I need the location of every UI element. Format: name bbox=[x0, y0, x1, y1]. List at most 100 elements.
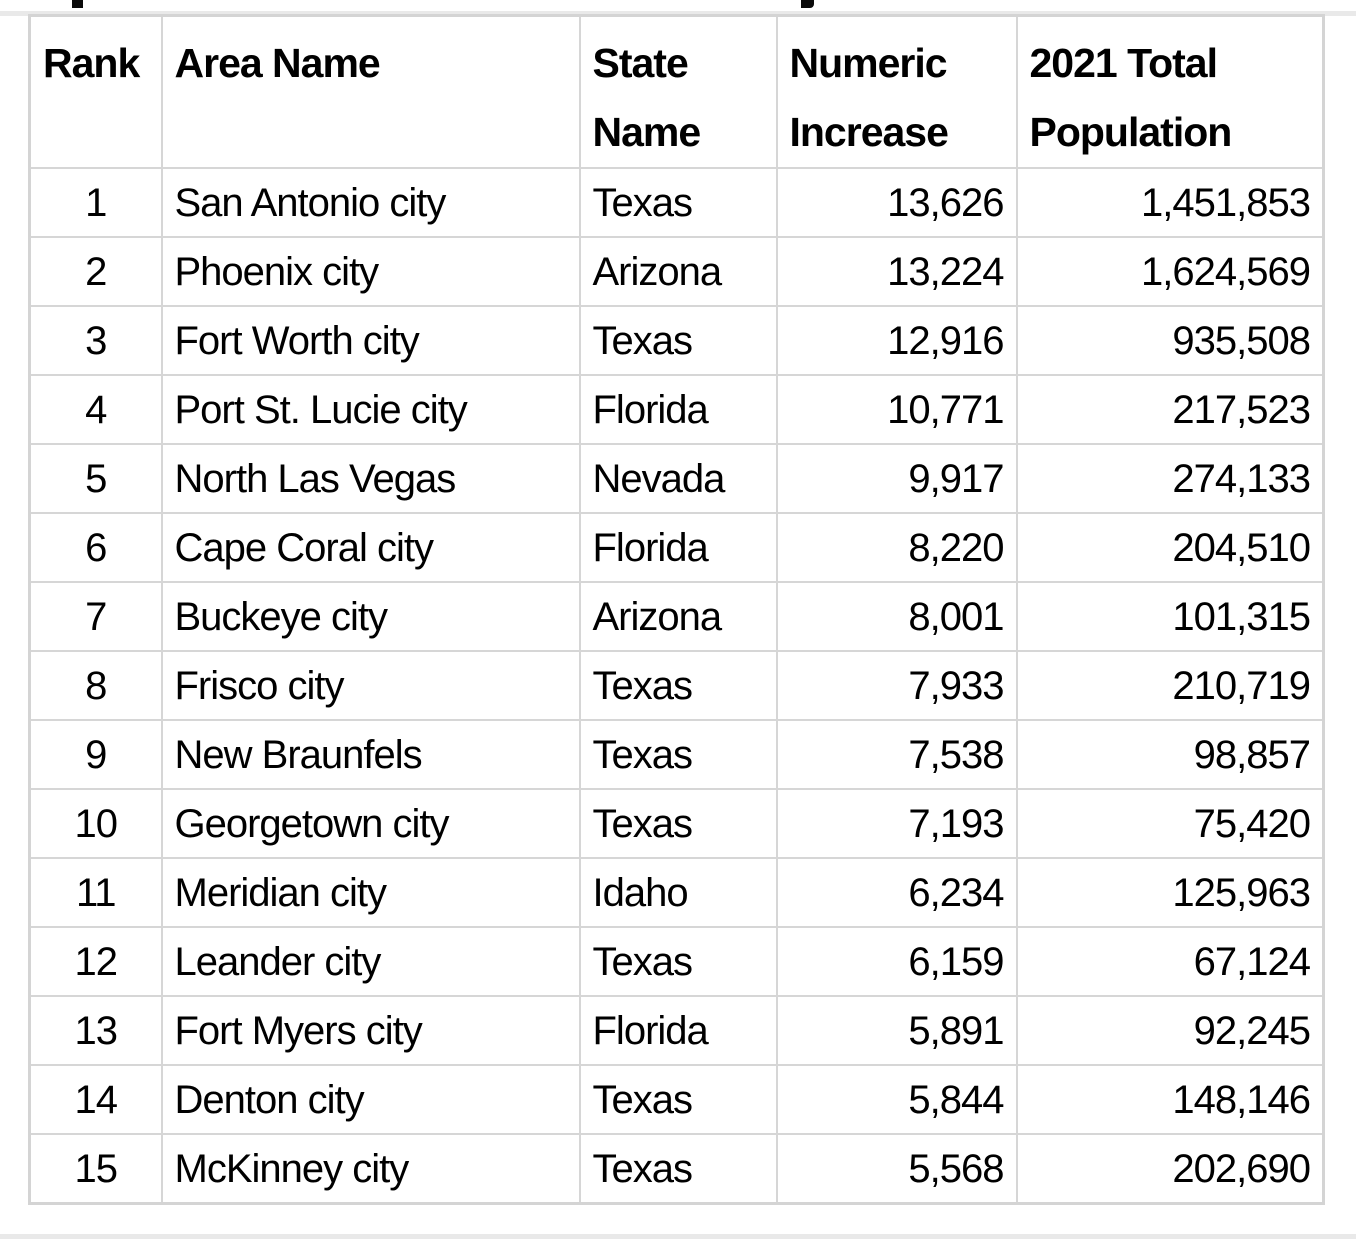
cell-increase: 13,626 bbox=[775, 167, 1018, 238]
cell-rank: 7 bbox=[28, 581, 163, 652]
cropped-title-fragment bbox=[801, 0, 814, 8]
cell-area: Denton city bbox=[160, 1064, 581, 1135]
table-row: 5 North Las Vegas Nevada 9,917 274,133 bbox=[28, 443, 1325, 514]
cell-population: 75,420 bbox=[1015, 788, 1325, 859]
cell-rank: 6 bbox=[28, 512, 163, 583]
table-row: 1 San Antonio city Texas 13,626 1,451,853 bbox=[28, 167, 1325, 238]
cell-increase: 13,224 bbox=[775, 236, 1018, 307]
cell-area: North Las Vegas bbox=[160, 443, 581, 514]
cell-population: 148,146 bbox=[1015, 1064, 1325, 1135]
header-cell-increase: Numeric Increase bbox=[775, 14, 1018, 169]
cell-rank: 2 bbox=[28, 236, 163, 307]
cell-population: 98,857 bbox=[1015, 719, 1325, 790]
cell-state: Texas bbox=[578, 1064, 778, 1135]
cell-increase: 7,193 bbox=[775, 788, 1018, 859]
cell-increase: 7,538 bbox=[775, 719, 1018, 790]
table-row: 4 Port St. Lucie city Florida 10,771 217,523 bbox=[28, 374, 1325, 445]
table-row: 15 McKinney city Texas 5,568 202,690 bbox=[28, 1133, 1325, 1205]
cell-population: 101,315 bbox=[1015, 581, 1325, 652]
cell-rank: 15 bbox=[28, 1133, 163, 1205]
cell-population: 1,451,853 bbox=[1015, 167, 1325, 238]
cell-area: Fort Worth city bbox=[160, 305, 581, 376]
cell-rank: 11 bbox=[28, 857, 163, 928]
cell-state: Arizona bbox=[578, 236, 778, 307]
table-row: 6 Cape Coral city Florida 8,220 204,510 bbox=[28, 512, 1325, 583]
table-row: 10 Georgetown city Texas 7,193 75,420 bbox=[28, 788, 1325, 859]
cell-state: Idaho bbox=[578, 857, 778, 928]
cropped-title-fragment bbox=[72, 0, 83, 8]
cell-increase: 6,159 bbox=[775, 926, 1018, 997]
table-row: 7 Buckeye city Arizona 8,001 101,315 bbox=[28, 581, 1325, 652]
top-divider bbox=[0, 11, 1356, 16]
cell-population: 67,124 bbox=[1015, 926, 1325, 997]
cell-population: 204,510 bbox=[1015, 512, 1325, 583]
cell-rank: 12 bbox=[28, 926, 163, 997]
cell-area: Buckeye city bbox=[160, 581, 581, 652]
cell-state: Texas bbox=[578, 1133, 778, 1205]
table-row: 13 Fort Myers city Florida 5,891 92,245 bbox=[28, 995, 1325, 1066]
cell-area: Phoenix city bbox=[160, 236, 581, 307]
cell-increase: 8,001 bbox=[775, 581, 1018, 652]
cell-state: Arizona bbox=[578, 581, 778, 652]
cell-area: Georgetown city bbox=[160, 788, 581, 859]
cell-population: 202,690 bbox=[1015, 1133, 1325, 1205]
header-line: Numeric bbox=[789, 40, 948, 86]
cell-state: Texas bbox=[578, 167, 778, 238]
cell-area: San Antonio city bbox=[160, 167, 581, 238]
cell-area: Frisco city bbox=[160, 650, 581, 721]
cell-increase: 5,891 bbox=[775, 995, 1018, 1066]
cell-increase: 8,220 bbox=[775, 512, 1018, 583]
cell-rank: 13 bbox=[28, 995, 163, 1066]
table-row: 11 Meridian city Idaho 6,234 125,963 bbox=[28, 857, 1325, 928]
cell-rank: 3 bbox=[28, 305, 163, 376]
cell-rank: 14 bbox=[28, 1064, 163, 1135]
cell-area: Leander city bbox=[160, 926, 581, 997]
cell-increase: 5,568 bbox=[775, 1133, 1018, 1205]
table-row: 9 New Braunfels Texas 7,538 98,857 bbox=[28, 719, 1325, 790]
cell-increase: 10,771 bbox=[775, 374, 1018, 445]
cell-state: Texas bbox=[578, 926, 778, 997]
cell-rank: 1 bbox=[28, 167, 163, 238]
cell-state: Florida bbox=[578, 995, 778, 1066]
header-cell-state: State Name bbox=[578, 14, 778, 169]
cell-population: 217,523 bbox=[1015, 374, 1325, 445]
cell-area: Fort Myers city bbox=[160, 995, 581, 1066]
cell-state: Texas bbox=[578, 719, 778, 790]
header-line: Increase bbox=[789, 109, 949, 155]
table-header-row: Rank Area Name State Name Numeric Increase 202… bbox=[28, 14, 1325, 169]
cell-population: 935,508 bbox=[1015, 305, 1325, 376]
header-line: Name bbox=[592, 109, 702, 155]
cell-rank: 8 bbox=[28, 650, 163, 721]
cell-population: 210,719 bbox=[1015, 650, 1325, 721]
cell-area: Meridian city bbox=[160, 857, 581, 928]
cell-increase: 6,234 bbox=[775, 857, 1018, 928]
header-line: Rank bbox=[43, 40, 140, 86]
cell-population: 92,245 bbox=[1015, 995, 1325, 1066]
table-row: 8 Frisco city Texas 7,933 210,719 bbox=[28, 650, 1325, 721]
cell-area: Cape Coral city bbox=[160, 512, 581, 583]
cell-rank: 5 bbox=[28, 443, 163, 514]
cell-state: Texas bbox=[578, 650, 778, 721]
table-row: 2 Phoenix city Arizona 13,224 1,624,569 bbox=[28, 236, 1325, 307]
header-line: Population bbox=[1029, 109, 1233, 155]
cell-rank: 10 bbox=[28, 788, 163, 859]
cell-state: Florida bbox=[578, 512, 778, 583]
cell-population: 1,624,569 bbox=[1015, 236, 1325, 307]
table-row: 12 Leander city Texas 6,159 67,124 bbox=[28, 926, 1325, 997]
table-row: 14 Denton city Texas 5,844 148,146 bbox=[28, 1064, 1325, 1135]
header-line: 2021 Total bbox=[1029, 40, 1218, 86]
header-line: State bbox=[592, 40, 689, 86]
cell-increase: 7,933 bbox=[775, 650, 1018, 721]
cell-rank: 4 bbox=[28, 374, 163, 445]
header-cell-rank: Rank bbox=[28, 14, 163, 169]
cell-rank: 9 bbox=[28, 719, 163, 790]
cell-increase: 12,916 bbox=[775, 305, 1018, 376]
cell-increase: 5,844 bbox=[775, 1064, 1018, 1135]
population-growth-table: Rank Area Name State Name Numeric Increase 202… bbox=[28, 14, 1325, 1205]
cell-state: Nevada bbox=[578, 443, 778, 514]
cell-area: Port St. Lucie city bbox=[160, 374, 581, 445]
header-cell-area: Area Name bbox=[160, 14, 581, 169]
cell-state: Texas bbox=[578, 788, 778, 859]
header-line: Area Name bbox=[174, 40, 381, 86]
